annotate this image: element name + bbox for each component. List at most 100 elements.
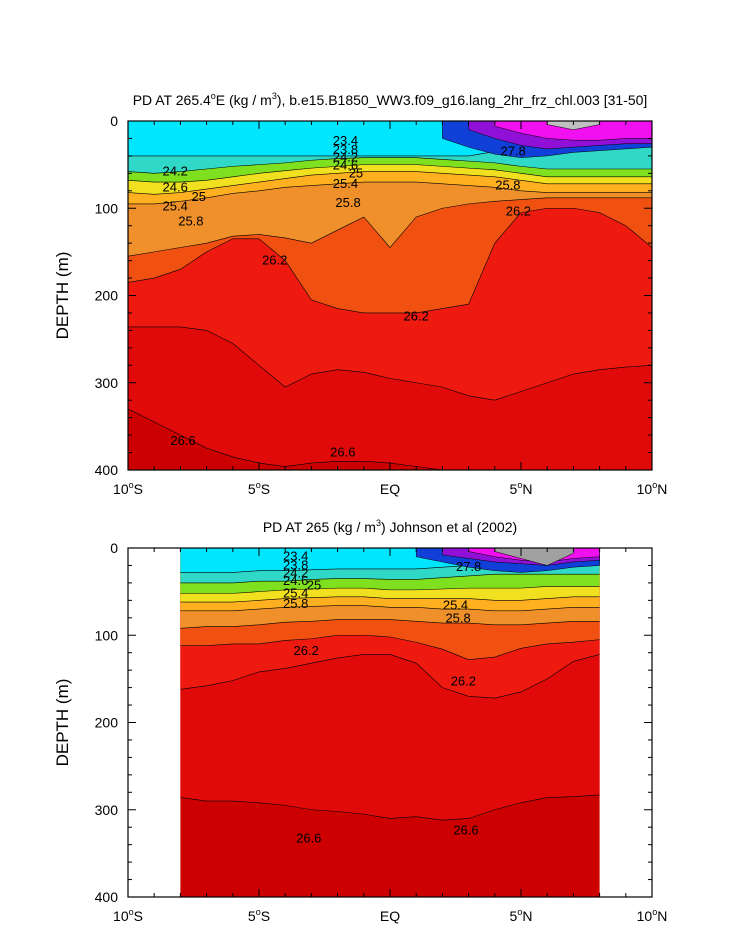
title-superscript: 3 (272, 91, 277, 101)
degree-sign: o (652, 480, 657, 490)
contour-label: 25.4 (283, 585, 308, 600)
hemisphere-letter: S (134, 481, 143, 497)
contour-label: 24.2 (283, 565, 308, 580)
x-tick-label: 10oS (113, 907, 143, 924)
contour-line-9 (180, 794, 600, 821)
contour-label: 25.8 (495, 178, 520, 193)
contour-line-6 (128, 197, 652, 257)
x-tick-number: 5 (248, 908, 256, 924)
x-tick-number: 5 (510, 481, 518, 497)
contour-label: 24.2 (163, 164, 188, 179)
contour-line-6 (180, 619, 600, 629)
panel-2: 23.423.824.224.62525.425.827.825.425.826… (53, 518, 667, 924)
hemisphere-letter: S (261, 481, 270, 497)
contour-label: 26.2 (404, 308, 429, 323)
y-tick-label: 0 (110, 113, 118, 129)
panel-title: PD AT 265.4oE (kg / m3), b.e15.B1850_WW3… (133, 91, 648, 108)
contour-line-3 (180, 586, 600, 594)
x-tick-number: 5 (510, 908, 518, 924)
hemisphere-letter: N (657, 481, 667, 497)
x-tick-label: 5oN (510, 480, 533, 497)
hemisphere-letter: N (657, 908, 667, 924)
contour-label: 26.6 (330, 445, 355, 460)
degree-sign: o (256, 480, 261, 490)
contour-label: 25.4 (443, 598, 468, 613)
x-tick-label: EQ (380, 908, 400, 924)
x-tick-label: 5oN (510, 907, 533, 924)
y-axis-title: DEPTH (m) (53, 679, 72, 767)
degree-sign: o (517, 480, 522, 490)
contour-line-3 (128, 164, 652, 183)
degree-sign: o (256, 907, 261, 917)
y-tick-label: 400 (95, 889, 119, 905)
contour-label: 25.8 (445, 611, 470, 626)
hemisphere-letter: S (134, 908, 143, 924)
x-tick-label: 5oS (248, 907, 270, 924)
contour-label: 26.6 (296, 831, 321, 846)
degree-sign: o (652, 907, 657, 917)
dense-water-patch-3 (494, 121, 652, 141)
contour-label: 23.4 (333, 133, 358, 148)
x-tick-label: 10oN (637, 480, 668, 497)
degree-sign: o (129, 480, 134, 490)
contour-line-5 (180, 605, 600, 612)
x-tick-label: 10oN (637, 907, 668, 924)
x-tick-label: EQ (380, 481, 400, 497)
contour-label: 23.8 (333, 142, 358, 157)
contour-label: 27.8 (456, 559, 481, 574)
title-part-post: ) Johnson et al (2002) (381, 519, 517, 535)
plot-area (180, 548, 600, 897)
contour-label: 25.8 (178, 213, 203, 228)
y-tick-label: 100 (95, 627, 119, 643)
contour-line-5 (128, 181, 652, 205)
contour-label: 26.2 (262, 253, 287, 268)
y-tick-label: 400 (95, 462, 119, 478)
contour-line-7 (128, 207, 652, 314)
hemisphere-letter: S (261, 908, 270, 924)
contour-label: 26.2 (451, 673, 476, 688)
contour-label: 27.8 (500, 144, 525, 159)
title-part-pre: PD AT 265.4 (133, 92, 211, 108)
contour-line-4 (180, 596, 600, 603)
contour-label: 24.6 (163, 179, 188, 194)
title-part-mid: E (kg / m (216, 92, 272, 108)
contour-label: 24.6 (283, 573, 308, 588)
contour-label: 25.4 (163, 199, 188, 214)
contour-label: 26.6 (170, 433, 195, 448)
contour-label: 26.2 (506, 204, 531, 219)
x-tick-number: 5 (248, 481, 256, 497)
contour-label: 25 (192, 189, 206, 204)
panel-1: 24.224.62525.425.823.423.824.224.62525.4… (53, 91, 667, 497)
y-axis-title: DEPTH (m) (53, 252, 72, 340)
y-tick-label: 300 (95, 375, 119, 391)
contour-label: 24.6 (333, 157, 358, 172)
title-part-pre: PD AT 265 (kg / m (263, 519, 376, 535)
x-tick-number: 10 (637, 908, 653, 924)
contour-line-7 (180, 634, 600, 660)
x-tick-label: 10oS (113, 480, 143, 497)
y-tick-label: 300 (95, 802, 119, 818)
contour-label: 25.4 (333, 176, 358, 191)
degree-sign: o (129, 907, 134, 917)
x-tick-number: 10 (113, 481, 129, 497)
contour-label: 23.4 (283, 549, 308, 564)
x-tick-number: EQ (380, 908, 400, 924)
hemisphere-letter: N (522, 908, 532, 924)
plot-area (128, 121, 652, 470)
x-tick-label: 5oS (248, 480, 270, 497)
contour-line-4 (128, 171, 652, 195)
contour-label: 25 (349, 165, 363, 180)
title-part-post: ), b.e15.B1850_WW3.f09_g16.lang_2hr_frz_… (277, 92, 647, 108)
y-tick-label: 100 (95, 200, 119, 216)
contour-label: 26.6 (453, 823, 478, 838)
x-tick-number: 10 (113, 908, 129, 924)
x-tick-number: EQ (380, 481, 400, 497)
contour-label: 23.8 (283, 557, 308, 572)
contour-label: 25.8 (335, 195, 360, 210)
degree-sign: o (517, 907, 522, 917)
contour-label: 25 (307, 578, 321, 593)
y-tick-label: 200 (95, 715, 119, 731)
y-tick-label: 200 (95, 288, 119, 304)
panel-title: PD AT 265 (kg / m3) Johnson et al (2002) (263, 518, 517, 535)
